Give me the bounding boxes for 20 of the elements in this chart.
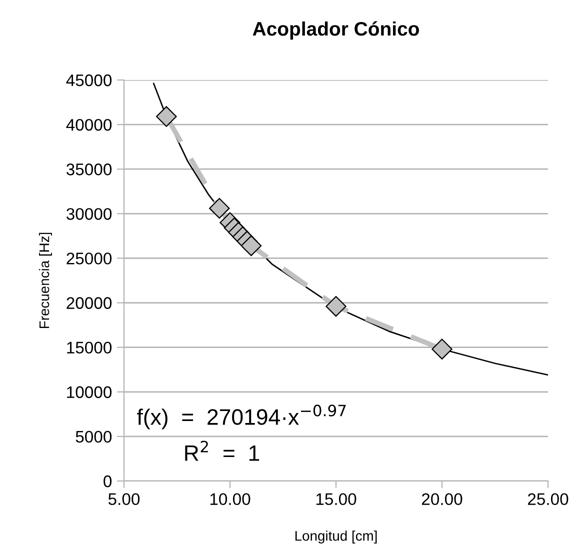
y-tick-label: 5000: [76, 430, 112, 443]
chart-title: Acoplador Cónico: [252, 21, 419, 40]
annotation: f(x) = 270194·x$^{−0.97}$: [137, 404, 346, 430]
x-tick-label: 10.00: [210, 493, 250, 506]
annotation: R$^{2}$ = 1: [185, 440, 260, 461]
x-tick-label: 5.00: [108, 493, 140, 506]
x-tick-label: 25.00: [528, 493, 568, 506]
x-axis-title: Longitud [cm]: [295, 530, 377, 544]
x-tick-label: 15.00: [316, 493, 356, 506]
y-tick-label: 10000: [67, 386, 112, 398]
y-tick-label: 0: [104, 475, 112, 488]
y-tick-label: 30000: [66, 208, 112, 220]
x-tick-label: 20.00: [422, 493, 462, 506]
y-tick-label: 40000: [66, 118, 112, 131]
y-tick-label: 35000: [66, 164, 112, 176]
y-tick-label: 15000: [67, 342, 112, 354]
y-tick-label: 45000: [66, 74, 112, 86]
y-axis-title: Frecuencia [Hz]: [39, 232, 52, 328]
y-tick-label: 25000: [66, 252, 112, 264]
y-tick-label: 20000: [66, 297, 112, 309]
